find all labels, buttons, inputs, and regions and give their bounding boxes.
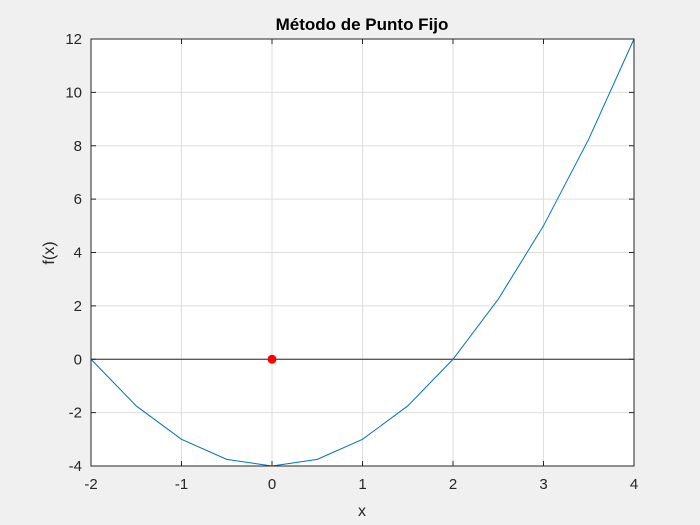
y-tick-label: -4 [69, 458, 82, 475]
points-layer [267, 354, 277, 364]
y-tick-label: -2 [69, 405, 82, 422]
x-tick-label: -1 [175, 476, 188, 493]
chart-title: Método de Punto Fijo [276, 15, 449, 34]
y-tick-label: 4 [74, 245, 82, 262]
y-tick-label: 2 [74, 298, 82, 315]
y-tick-label: 10 [65, 84, 82, 101]
x-axis-label: x [358, 503, 366, 520]
y-tick-label: 6 [74, 191, 82, 208]
series-layer [90, 38, 635, 467]
x-tick-label: 1 [358, 476, 366, 493]
x-tick-label: 0 [268, 476, 276, 493]
y-axis-label: f(x) [41, 241, 58, 264]
fixed-point-marker [267, 354, 277, 364]
y-tick-label: 0 [74, 351, 82, 368]
x-tick-label: -2 [84, 476, 97, 493]
y-tick-label: 12 [65, 31, 82, 48]
y-ticks: -4 -2 0 2 4 6 8 10 12 [65, 31, 634, 475]
x-tick-label: 4 [630, 476, 638, 493]
series-line [90, 38, 635, 467]
x-ticks: -2 -1 0 1 2 3 4 [84, 39, 638, 493]
y-tick-label: 8 [74, 138, 82, 155]
x-tick-label: 3 [539, 476, 547, 493]
x-tick-label: 2 [449, 476, 457, 493]
